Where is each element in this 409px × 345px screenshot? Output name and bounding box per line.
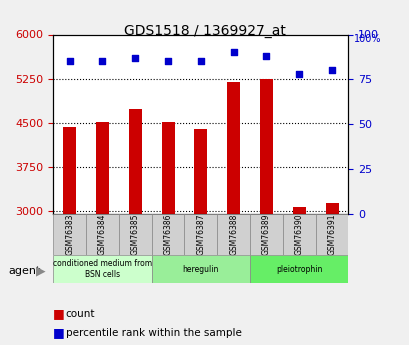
Text: heregulin: heregulin	[182, 265, 218, 274]
Text: GSM76391: GSM76391	[327, 214, 336, 255]
Bar	[259, 79, 272, 345]
FancyBboxPatch shape	[249, 214, 282, 255]
FancyBboxPatch shape	[119, 214, 151, 255]
Bar	[194, 129, 207, 345]
Text: GDS1518 / 1369927_at: GDS1518 / 1369927_at	[124, 24, 285, 38]
Text: GSM76384: GSM76384	[98, 214, 107, 255]
FancyBboxPatch shape	[53, 214, 86, 255]
Bar	[325, 203, 338, 345]
Text: GSM76387: GSM76387	[196, 214, 205, 255]
Bar	[63, 127, 76, 345]
FancyBboxPatch shape	[86, 214, 119, 255]
Text: count: count	[65, 309, 95, 319]
Text: percentile rank within the sample: percentile rank within the sample	[65, 328, 241, 338]
Text: GSM76386: GSM76386	[163, 214, 172, 255]
Bar	[292, 207, 305, 345]
Text: GSM76383: GSM76383	[65, 214, 74, 255]
FancyBboxPatch shape	[151, 214, 184, 255]
Text: ■: ■	[53, 326, 65, 339]
Point	[99, 59, 106, 64]
Text: GSM76388: GSM76388	[229, 214, 238, 255]
FancyBboxPatch shape	[217, 214, 249, 255]
Point	[295, 71, 302, 77]
Text: conditioned medium from
BSN cells: conditioned medium from BSN cells	[53, 259, 152, 279]
Bar	[161, 122, 174, 345]
FancyBboxPatch shape	[282, 214, 315, 255]
Text: 100%: 100%	[353, 34, 381, 45]
Text: GSM76390: GSM76390	[294, 214, 303, 255]
Text: ▶: ▶	[36, 264, 46, 277]
Point	[66, 59, 73, 64]
Point	[132, 55, 138, 61]
Point	[328, 68, 335, 73]
FancyBboxPatch shape	[151, 255, 249, 283]
FancyBboxPatch shape	[53, 255, 151, 283]
Text: GSM76385: GSM76385	[130, 214, 139, 255]
Point	[230, 50, 236, 55]
Bar	[128, 109, 142, 345]
FancyBboxPatch shape	[184, 214, 217, 255]
Text: GSM76389: GSM76389	[261, 214, 270, 255]
FancyBboxPatch shape	[315, 214, 348, 255]
Bar	[227, 81, 240, 345]
Text: agent: agent	[8, 266, 40, 276]
Text: pleiotrophin: pleiotrophin	[275, 265, 322, 274]
Text: ■: ■	[53, 307, 65, 321]
Point	[197, 59, 204, 64]
FancyBboxPatch shape	[249, 255, 348, 283]
Point	[263, 53, 269, 59]
Point	[164, 59, 171, 64]
Bar	[96, 122, 109, 345]
